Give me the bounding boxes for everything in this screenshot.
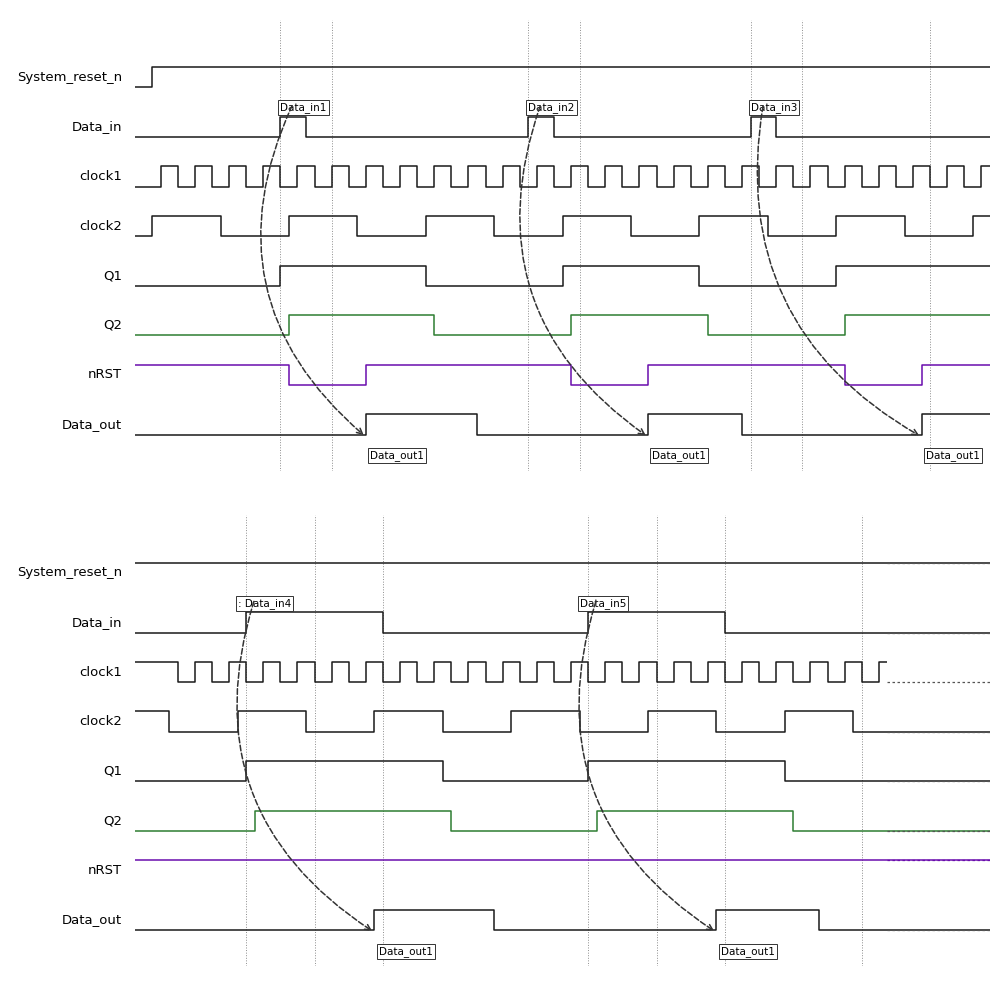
Text: clock1: clock1 bbox=[79, 666, 122, 679]
Text: System_reset_n: System_reset_n bbox=[17, 566, 122, 580]
Text: Data_out: Data_out bbox=[62, 418, 122, 431]
Text: Q2: Q2 bbox=[103, 319, 122, 332]
Text: Q1: Q1 bbox=[103, 270, 122, 282]
Text: nRST: nRST bbox=[88, 864, 122, 877]
Text: Data_out1: Data_out1 bbox=[370, 451, 424, 462]
Text: Data_in: Data_in bbox=[72, 616, 122, 629]
Text: Data_out1: Data_out1 bbox=[652, 451, 706, 462]
Text: Data_in2: Data_in2 bbox=[528, 102, 575, 113]
Text: Data_in5: Data_in5 bbox=[580, 598, 626, 608]
Text: Q2: Q2 bbox=[103, 815, 122, 827]
Text: nRST: nRST bbox=[88, 369, 122, 382]
Text: : Data_in4: : Data_in4 bbox=[238, 598, 291, 608]
Text: clock2: clock2 bbox=[79, 716, 122, 728]
Text: System_reset_n: System_reset_n bbox=[17, 70, 122, 84]
Text: Data_out: Data_out bbox=[62, 914, 122, 927]
Text: clock2: clock2 bbox=[79, 220, 122, 233]
Text: Data_out1: Data_out1 bbox=[721, 946, 775, 957]
Text: clock1: clock1 bbox=[79, 170, 122, 183]
Text: Data_out1: Data_out1 bbox=[926, 451, 980, 462]
Text: Data_out1: Data_out1 bbox=[379, 946, 433, 957]
Text: Data_in1: Data_in1 bbox=[280, 102, 327, 113]
Text: Q1: Q1 bbox=[103, 765, 122, 778]
Text: Data_in: Data_in bbox=[72, 121, 122, 134]
Text: Data_in3: Data_in3 bbox=[751, 102, 797, 113]
